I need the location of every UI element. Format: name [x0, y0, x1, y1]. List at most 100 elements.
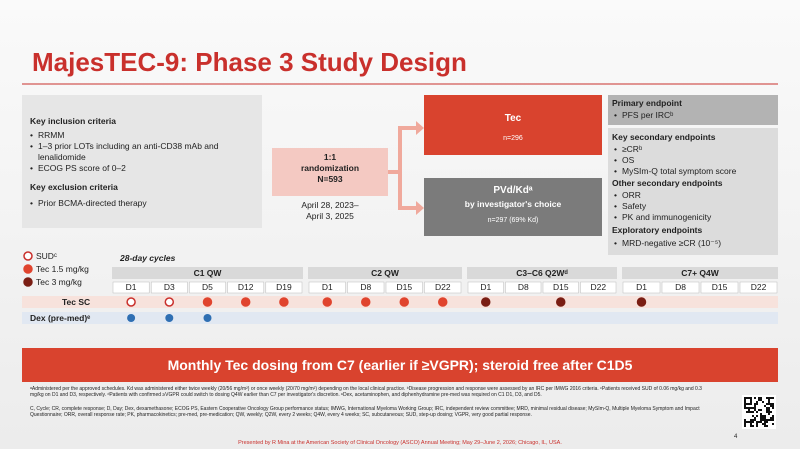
qr-cell — [744, 405, 746, 407]
qr-cell — [748, 397, 750, 399]
dex-dose — [203, 314, 212, 322]
qr-cell — [764, 415, 766, 417]
day-label: D15 — [396, 282, 413, 292]
day-label: D5 — [202, 282, 213, 292]
randomization-date: April 28, 2023– — [301, 200, 359, 210]
cycle-name: C1 QW — [193, 268, 222, 278]
cycle-header — [308, 267, 462, 279]
qr-cell — [752, 411, 754, 413]
qr-cell — [750, 397, 752, 399]
endpoint: OS — [614, 155, 634, 166]
day-label: D1 — [636, 282, 647, 292]
qr-cell — [744, 421, 746, 423]
qr-cell — [756, 411, 758, 413]
legend-marker — [23, 251, 33, 261]
page-number: 4 — [734, 434, 738, 440]
tec-arm-name: Tec — [504, 113, 522, 124]
tec-dose — [399, 297, 409, 307]
qr-cell — [764, 419, 766, 421]
tec-dose — [636, 297, 647, 307]
qr-cell — [768, 397, 770, 399]
qr-cell — [764, 417, 766, 419]
qr-cell — [768, 419, 770, 421]
tec-dose — [481, 297, 491, 307]
day-label: D15 — [711, 282, 728, 292]
dex-dose — [165, 314, 174, 322]
qr-cell — [762, 401, 764, 403]
qr-cell — [772, 417, 774, 419]
qr-cell — [766, 411, 768, 413]
qr-cell — [744, 397, 746, 399]
qr-cell — [760, 413, 762, 415]
pvd-arm-name: PVd/Kdᵃ — [493, 185, 533, 196]
qr-cell — [762, 423, 764, 425]
qr-cell — [752, 421, 754, 423]
tec-arm-box — [424, 95, 602, 155]
day-label: D12 — [237, 282, 254, 292]
qr-cell — [750, 423, 752, 425]
day-cell — [227, 281, 265, 294]
day-cell — [622, 281, 661, 294]
qr-cell — [768, 401, 770, 403]
tec-dose — [322, 297, 332, 307]
day-label: D8 — [675, 282, 686, 292]
qr-cell — [748, 403, 750, 405]
other-heading: Other secondary endpoints — [612, 178, 723, 188]
qr-cell — [752, 415, 754, 417]
qr-cell — [756, 425, 758, 427]
day-label: D8 — [517, 282, 529, 292]
qr-cell — [760, 397, 762, 399]
qr-cell — [756, 423, 758, 425]
endpoint: PK and immunogenicity — [614, 212, 711, 223]
qr-cell — [746, 407, 748, 409]
endpoint: MySIm-Q total symptom score — [614, 166, 736, 177]
qr-cell — [754, 407, 756, 409]
arrows — [388, 126, 418, 210]
randomization-text: randomization — [300, 163, 360, 173]
banner-box — [22, 348, 778, 382]
qr-cell — [766, 425, 768, 427]
day-label: D22 — [590, 282, 607, 292]
day-cell — [385, 281, 423, 294]
qr-cell — [770, 403, 772, 405]
day-cell — [700, 281, 739, 294]
qr-cell — [764, 423, 766, 425]
qr-cell — [760, 417, 762, 419]
qr-cell — [746, 397, 748, 399]
day-label: D22 — [750, 282, 767, 292]
day-cell — [580, 281, 617, 294]
qr-cell — [748, 411, 750, 413]
endpoint: ORR — [614, 190, 641, 201]
footnote: C, Cycle; CR, complete response; D, Day;… — [30, 406, 700, 419]
arrow-head — [416, 121, 424, 135]
legend-label: Tec 3 mg/kg — [36, 277, 82, 287]
qr-cell — [760, 415, 762, 417]
tec-arm-n: n=296 — [503, 135, 523, 142]
qr-cell — [770, 397, 772, 399]
qr-cell — [748, 421, 750, 423]
footnote: ᵃAdministered per the approved schedules… — [30, 386, 702, 399]
qr-cell — [772, 415, 774, 417]
secondary-heading: Key secondary endpoints — [612, 132, 716, 142]
qr-cell — [748, 409, 750, 411]
arrow-head — [416, 201, 424, 215]
qr-cell — [772, 423, 774, 425]
qr-cell — [744, 401, 746, 403]
day-cell — [739, 281, 778, 294]
endpoint: Safety — [614, 201, 646, 212]
qr-cell — [756, 401, 758, 403]
day-label: D15 — [552, 282, 569, 292]
qr-cell — [770, 417, 772, 419]
qr-cell — [762, 415, 764, 417]
endpoint: PFS per IRCᵇ — [614, 110, 673, 121]
qr-cell — [770, 405, 772, 407]
qr-cell — [770, 411, 772, 413]
inclusion-item: RRMM — [30, 130, 253, 141]
tec-dose — [202, 297, 213, 307]
qr-cell — [750, 421, 752, 423]
day-cell — [150, 281, 188, 294]
tec-dose — [438, 297, 448, 307]
qr-cell — [766, 403, 768, 405]
